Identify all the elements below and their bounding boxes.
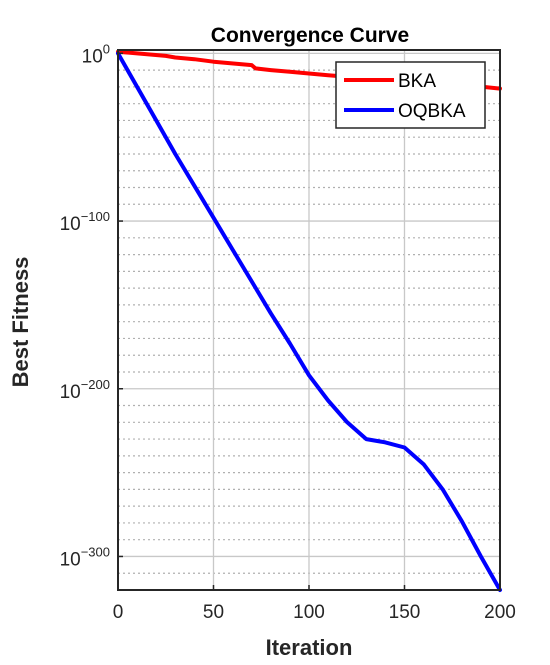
legend-label-bka: BKA: [398, 71, 436, 92]
x-tick-label: 150: [389, 602, 421, 623]
x-tick-label: 0: [113, 602, 124, 623]
legend-label-oqbka: OQBKA: [398, 101, 466, 122]
y-tick-label: 10−100: [60, 209, 110, 235]
legend: BKA OQBKA: [335, 61, 486, 129]
chart-title: Convergence Curve: [211, 24, 409, 47]
y-axis-label: Best Fitness: [8, 257, 33, 388]
y-tick-label: 10−300: [60, 544, 110, 570]
x-tick-label: 50: [203, 602, 224, 623]
y-tick-label: 10−200: [60, 377, 110, 403]
series-line-oqbka: [116, 51, 502, 592]
legend-box: [335, 61, 486, 129]
x-axis-ticks: 0 50 100 150 200: [113, 585, 516, 623]
x-tick-label: 100: [293, 602, 325, 623]
x-axis-label: Iteration: [266, 635, 353, 660]
x-tick-label: 200: [484, 602, 516, 623]
y-axis-ticks: 100 10−100 10−200 10−300: [60, 41, 123, 570]
y-tick-label: 100: [82, 41, 110, 67]
